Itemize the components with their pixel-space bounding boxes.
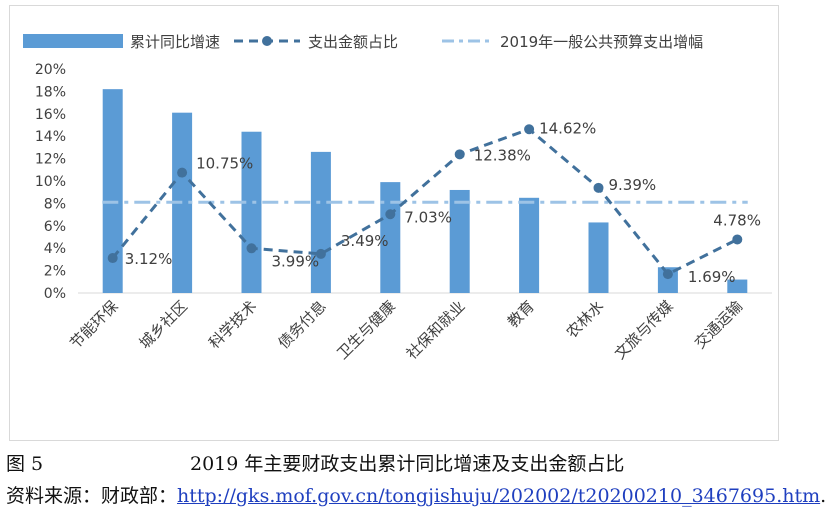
data-label: 12.38% xyxy=(474,146,531,164)
x-tick-label: 科学技术 xyxy=(205,297,260,352)
bar xyxy=(310,151,331,293)
y-tick-label: 10% xyxy=(35,174,66,190)
bar xyxy=(241,131,262,293)
x-tick-label: 文旅与传媒 xyxy=(611,297,677,363)
chart-frame: 0% 2% 4% 6% 8% 10% 12% 14% 16% 18% 20% 3.12% 10.75% 3… xyxy=(9,5,779,441)
y-tick-label: 6% xyxy=(44,219,66,235)
line-marker xyxy=(385,209,396,220)
data-label: 3.99% xyxy=(272,252,320,270)
data-label: 7.03% xyxy=(404,208,452,226)
x-tick-label: 债务付息 xyxy=(275,297,330,352)
x-tick-label: 教育 xyxy=(504,297,538,331)
x-tick-label: 农林水 xyxy=(563,297,608,342)
bar xyxy=(102,89,123,293)
y-tick-label: 12% xyxy=(35,152,66,168)
bar xyxy=(588,222,609,293)
source-link[interactable]: http://gks.mof.gov.cn/tongjishuju/202002… xyxy=(177,485,821,507)
y-tick-label: 8% xyxy=(44,196,66,212)
line-marker xyxy=(107,253,118,264)
legend-label: 2019年一般公共预算支出增幅 xyxy=(500,33,703,51)
y-tick-label: 16% xyxy=(35,107,66,123)
data-label: 4.78% xyxy=(713,211,761,229)
source-line: 资料来源：财政部：http://gks.mof.gov.cn/tongjishu… xyxy=(6,481,826,508)
bar xyxy=(449,189,470,293)
y-tick-label: 0% xyxy=(44,286,66,302)
data-label: 3.12% xyxy=(125,250,173,268)
line-marker xyxy=(454,149,465,160)
data-label: 3.49% xyxy=(341,232,389,250)
line-marker xyxy=(524,124,535,135)
legend-label: 累计同比增速 xyxy=(130,33,220,51)
line-marker xyxy=(246,243,257,254)
data-label: 9.39% xyxy=(609,176,657,194)
bar xyxy=(727,279,748,293)
line-marker xyxy=(732,234,743,245)
line-marker xyxy=(662,269,673,280)
y-tick-label: 20% xyxy=(35,62,66,78)
figure-title: 2019 年主要财政支出累计同比增速及支出金额占比 xyxy=(190,453,625,475)
data-label: 14.62% xyxy=(539,119,596,137)
y-tick-label: 4% xyxy=(44,241,66,257)
x-tick-label: 卫生与健康 xyxy=(333,297,399,363)
bar xyxy=(519,197,540,293)
line-marker xyxy=(593,182,604,193)
legend-label: 支出金额占比 xyxy=(308,33,398,51)
figure-number: 图 5 xyxy=(6,453,44,475)
line-series xyxy=(111,127,738,276)
x-tick-label: 社保和就业 xyxy=(403,297,469,363)
line-marker xyxy=(177,167,188,178)
y-tick-label: 14% xyxy=(35,129,66,145)
line-marker xyxy=(315,248,326,259)
bar xyxy=(657,267,678,293)
legend-marker xyxy=(262,36,272,46)
legend-swatch-bar xyxy=(23,34,123,48)
chart-svg: 0% 2% 4% 6% 8% 10% 12% 14% 16% 18% 20% 3.12% 10.75% 3… xyxy=(23,33,772,363)
data-label: 1.69% xyxy=(688,268,736,286)
bar xyxy=(380,182,401,293)
x-tick-label: 节能环保 xyxy=(66,297,121,352)
source-label: 资料来源：财政部： xyxy=(6,485,178,507)
data-label: 10.75% xyxy=(196,155,253,173)
x-tick-label: 城乡社区 xyxy=(136,297,191,352)
y-tick-label: 18% xyxy=(35,84,66,100)
x-tick-label: 交通运输 xyxy=(691,297,746,352)
y-tick-label: 2% xyxy=(44,264,66,280)
source-end: . xyxy=(820,485,827,507)
